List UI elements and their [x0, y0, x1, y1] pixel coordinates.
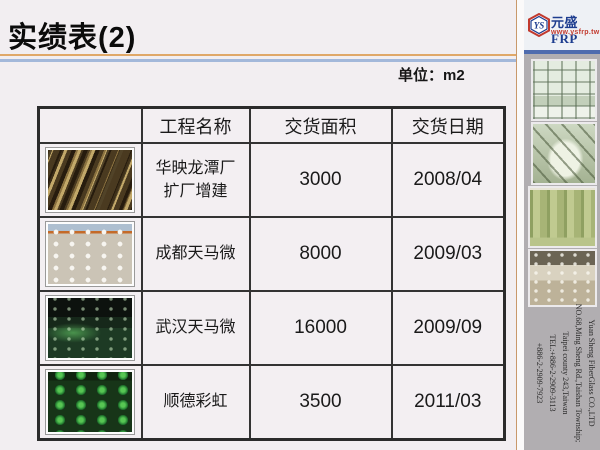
green-domes-floor-photo [45, 369, 136, 435]
title-divider-orange [0, 54, 519, 56]
table-row: 华映龙潭厂 扩厂增建 3000 2008/04 [37, 142, 506, 218]
title-divider-blue [0, 59, 519, 62]
website-url: www.ysfrp.tw [551, 29, 600, 36]
table-row: 顺德彩虹 3500 2011/03 [37, 364, 506, 441]
table-header-row: 工程名称 交货面积 交货日期 [37, 106, 506, 144]
contact-line: NO.68,Ming Sheng Rd.,Taishan Township; [574, 303, 583, 443]
project-name: 顺德彩虹 [140, 364, 251, 441]
ys-hexagon-logo-icon: YS [528, 13, 550, 37]
delivery-area: 8000 [248, 216, 393, 292]
contact-line: +886-2-2909-7923 [535, 342, 544, 404]
sidebar: YS 元盛FRP www.ysfrp.tw Yuan Sheng FiberGl… [524, 0, 600, 450]
frp-tank-pipes-photo [531, 122, 597, 185]
page-title: 实绩表(2) [8, 22, 137, 54]
delivery-area: 3500 [248, 364, 393, 441]
delivery-date: 2009/03 [390, 216, 506, 292]
header-delivery-area: 交货面积 [248, 106, 393, 144]
frp-storage-tanks-photo [528, 186, 597, 248]
company-contact-info: Yuan Sheng FiberGlass CO.,LTD NO.68,Ming… [533, 303, 598, 443]
dark-green-floor-photo [45, 295, 136, 361]
drum-grid-construction-photo [45, 221, 136, 287]
unit-label: 单位：m2 [398, 67, 465, 84]
project-name: 华映龙潭厂 扩厂增建 [140, 142, 251, 218]
table-row: 武汉天马微 16000 2009/09 [37, 290, 506, 366]
contact-line: TEL:+886-2-2909-3113 [548, 334, 557, 412]
frp-ceiling-grid-photo [531, 59, 597, 121]
brand-name: 元盛FRP [551, 15, 579, 46]
header-photo [37, 106, 143, 144]
header-project-name: 工程名称 [140, 106, 251, 144]
sidebar-separator [516, 0, 525, 450]
results-table: 工程名称 交货面积 交货日期 华映龙潭厂 扩厂增建 3000 2008/04 成… [37, 106, 506, 441]
company-logo: YS 元盛FRP www.ysfrp.tw [524, 0, 600, 54]
frp-dotted-floor-photo [528, 249, 597, 307]
truss-roof-construction-photo [45, 147, 136, 213]
contact-line: Yuan Sheng FiberGlass CO.,LTD [587, 319, 596, 427]
header-delivery-date: 交货日期 [390, 106, 506, 144]
delivery-area: 16000 [248, 290, 393, 366]
contact-line: Taipei county 243,Taiwan [561, 331, 570, 415]
table-row: 成都天马微 8000 2009/03 [37, 216, 506, 292]
delivery-date: 2009/09 [390, 290, 506, 366]
svg-text:YS: YS [534, 21, 545, 31]
delivery-date: 2011/03 [390, 364, 506, 441]
delivery-date: 2008/04 [390, 142, 506, 218]
project-name: 武汉天马微 [140, 290, 251, 366]
project-name: 成都天马微 [140, 216, 251, 292]
delivery-area: 3000 [248, 142, 393, 218]
